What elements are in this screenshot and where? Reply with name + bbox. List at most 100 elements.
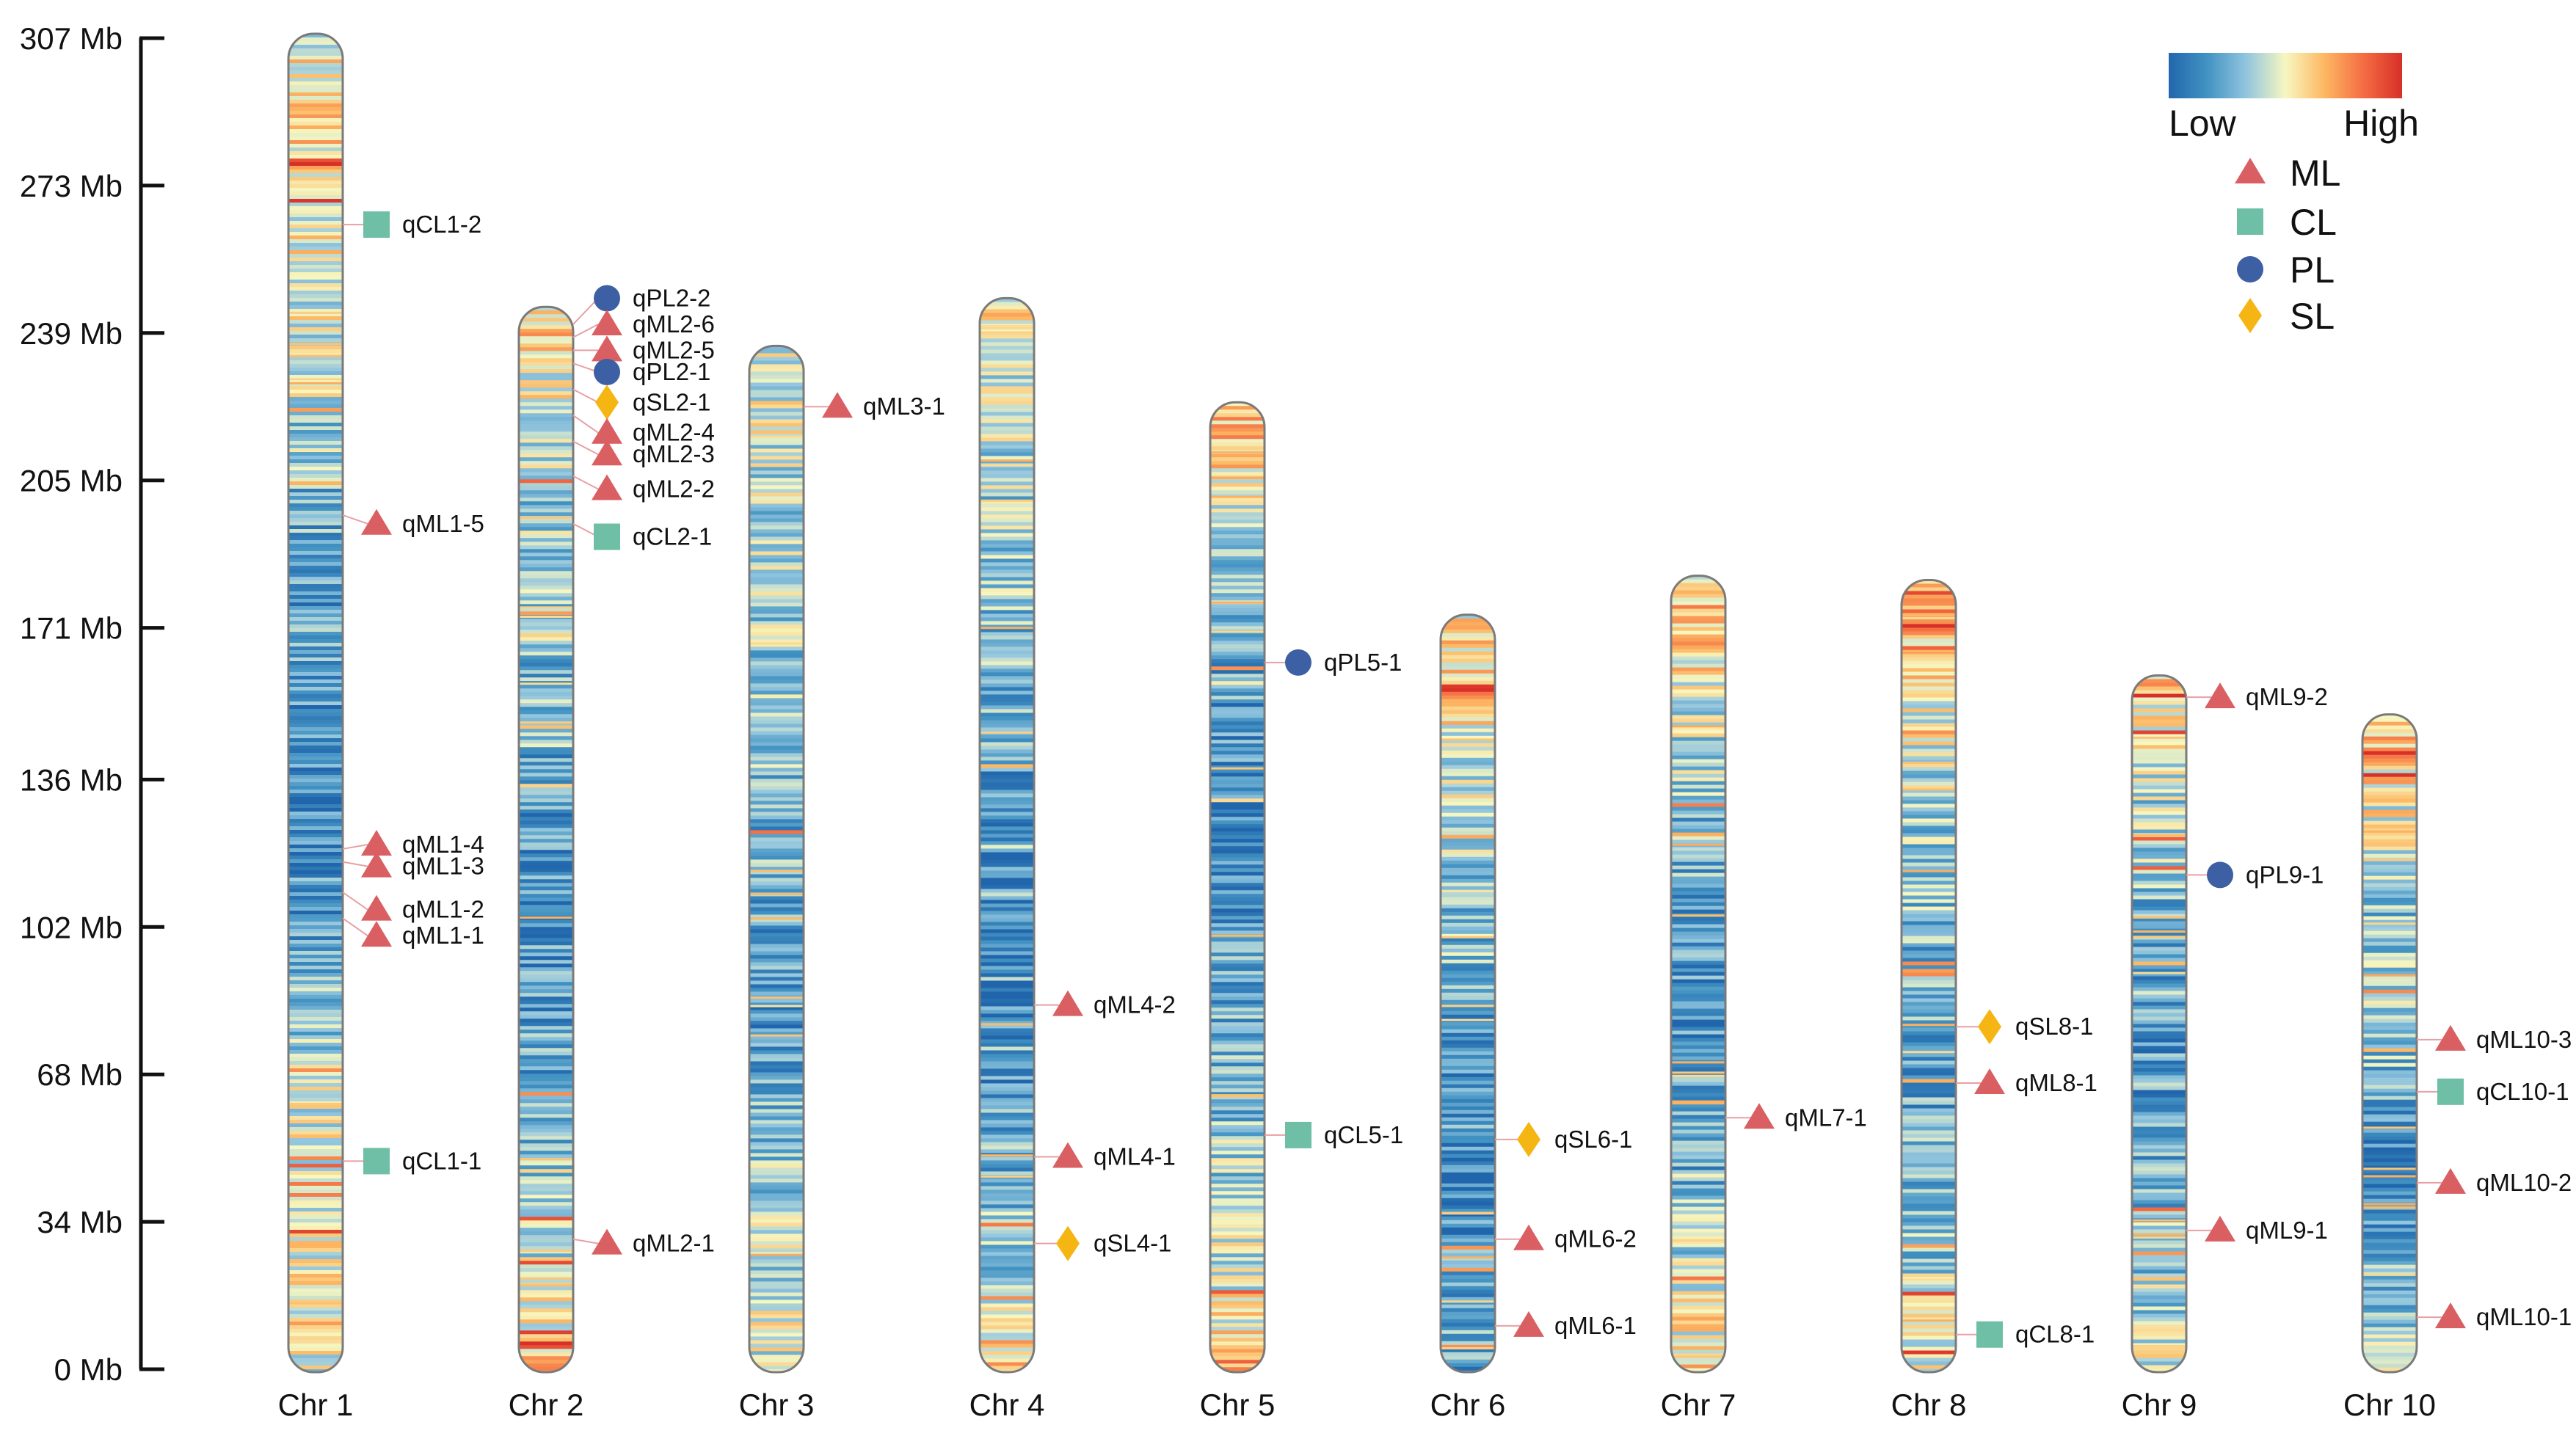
density-band <box>1441 1087 1495 1093</box>
density-band <box>519 479 573 484</box>
density-band <box>2132 679 2186 683</box>
density-band <box>2362 725 2417 730</box>
density-band <box>1210 1308 1265 1313</box>
density-band <box>1671 994 1725 998</box>
density-band <box>749 1197 804 1201</box>
density-band <box>1671 656 1725 660</box>
density-band <box>288 525 343 530</box>
density-band <box>980 1149 1034 1153</box>
density-band <box>1210 1044 1265 1049</box>
density-band <box>2132 752 2186 757</box>
density-band <box>1210 626 1265 630</box>
density-band <box>519 971 573 975</box>
density-band <box>2132 1049 2186 1054</box>
density-band <box>1210 1029 1265 1034</box>
density-band <box>519 457 573 462</box>
density-band <box>1671 1298 1725 1302</box>
density-band <box>980 768 1034 772</box>
density-band <box>2132 825 2186 830</box>
density-band <box>288 228 343 233</box>
density-band <box>1210 956 1265 961</box>
density-band <box>1210 509 1265 513</box>
density-band <box>1441 944 1495 950</box>
density-band <box>1902 1269 1956 1274</box>
density-band <box>1441 875 1495 880</box>
density-band <box>749 390 804 394</box>
density-band <box>1210 531 1265 535</box>
density-band <box>1210 451 1265 453</box>
density-band <box>749 951 804 955</box>
density-band <box>519 974 573 979</box>
density-band <box>2362 890 2417 895</box>
density-band <box>288 1219 343 1223</box>
density-band <box>288 801 343 805</box>
density-band <box>2132 1233 2186 1236</box>
density-band <box>519 1169 573 1173</box>
density-band <box>2132 976 2186 980</box>
density-band <box>980 757 1034 761</box>
density-band <box>288 929 343 933</box>
density-band <box>1671 1045 1725 1049</box>
density-band <box>519 505 573 509</box>
density-band <box>288 643 343 647</box>
density-band <box>1210 1367 1265 1371</box>
density-band <box>288 544 343 548</box>
qtl-label: qML9-2 <box>2246 683 2328 710</box>
density-band <box>1441 1234 1495 1239</box>
density-band <box>2132 741 2186 746</box>
density-band <box>519 461 573 465</box>
density-band <box>2132 1185 2186 1189</box>
density-band <box>288 45 343 49</box>
density-band <box>980 325 1034 328</box>
density-band <box>288 371 343 376</box>
density-band <box>1671 748 1725 752</box>
density-band <box>749 742 804 746</box>
density-band <box>1441 1062 1495 1067</box>
density-band <box>1441 955 1495 961</box>
density-band <box>980 1300 1034 1304</box>
density-band <box>980 712 1034 717</box>
density-band <box>749 834 804 838</box>
density-band <box>288 562 343 566</box>
density-band <box>1441 640 1495 645</box>
density-band <box>1671 623 1725 627</box>
density-band <box>749 1024 804 1029</box>
density-band <box>1210 1033 1265 1038</box>
density-band <box>288 419 343 423</box>
density-band <box>2132 1361 2186 1366</box>
density-band <box>1441 1142 1495 1148</box>
density-band <box>1671 759 1725 763</box>
density-band <box>519 501 573 506</box>
density-band <box>288 1263 343 1267</box>
density-band <box>1210 644 1265 649</box>
density-band <box>1902 954 1956 958</box>
density-band <box>1671 1203 1725 1207</box>
density-band <box>1671 1324 1725 1328</box>
density-band <box>519 1316 573 1320</box>
density-band <box>749 456 804 460</box>
density-band <box>288 170 343 174</box>
density-band <box>288 1215 343 1220</box>
density-band <box>980 650 1034 655</box>
density-band <box>1441 633 1495 638</box>
density-band <box>288 1131 343 1134</box>
density-band <box>1902 730 1956 735</box>
density-band <box>980 419 1034 423</box>
density-band <box>749 1164 804 1168</box>
qtl-label: qML4-2 <box>1094 991 1176 1018</box>
density-band <box>1210 1180 1265 1184</box>
density-band <box>1441 996 1495 1001</box>
density-band <box>749 676 804 680</box>
density-band <box>1902 1002 1956 1006</box>
qtl-qPL5-1: qPL5-1 <box>1265 649 1402 676</box>
density-band <box>288 716 343 721</box>
density-band <box>980 1039 1034 1043</box>
density-band <box>2362 949 2417 954</box>
density-band <box>1671 667 1725 671</box>
density-band <box>2132 1042 2186 1046</box>
density-band <box>1902 671 1956 676</box>
density-band <box>519 1235 573 1239</box>
density-band <box>519 813 573 817</box>
density-band <box>519 450 573 454</box>
